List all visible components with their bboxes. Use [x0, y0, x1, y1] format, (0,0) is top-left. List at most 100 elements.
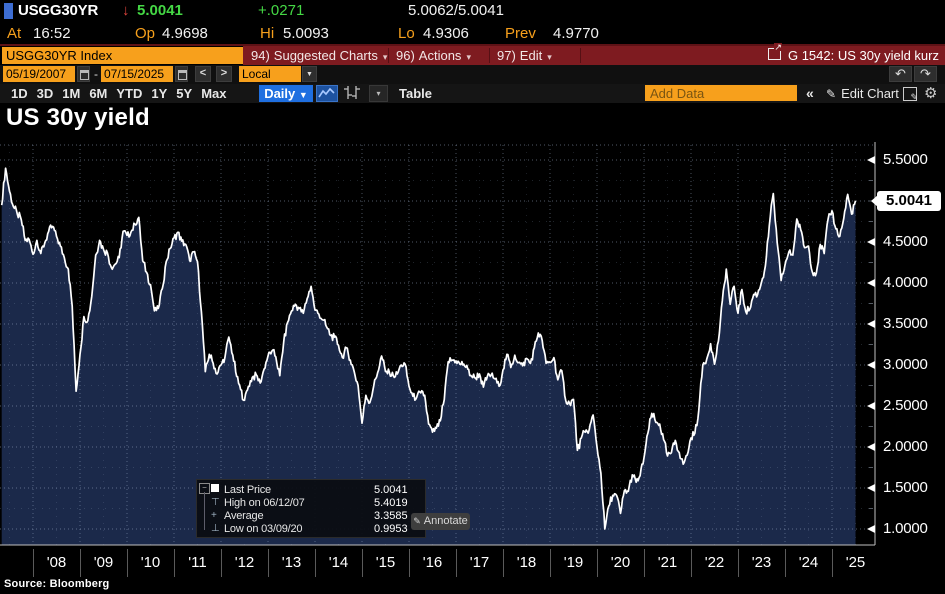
legend-value: 3.3585 — [374, 509, 408, 522]
period-button-max[interactable]: Max — [201, 86, 227, 101]
edit-chart-button[interactable]: ✎ Edit Chart — [826, 84, 899, 103]
redo-button[interactable]: ↷ — [914, 66, 937, 82]
at-time: 16:52 — [33, 25, 71, 42]
line-chart-type-button[interactable] — [316, 85, 338, 102]
x-axis-label: '17 — [469, 554, 490, 571]
down-arrow-icon: ↓ — [122, 2, 130, 19]
legend-square-swatch — [211, 484, 219, 492]
y-tick-arrow — [867, 238, 875, 246]
range-dash: - — [94, 67, 98, 81]
period-button-ytd[interactable]: YTD — [116, 86, 143, 101]
candle-chart-type-button[interactable] — [342, 85, 364, 102]
x-axis-label: '10 — [140, 554, 161, 571]
edit-chart-label: Edit Chart — [841, 86, 899, 101]
annotate-label: Annotate — [423, 515, 468, 527]
chart-settings-icon-button[interactable]: ✎ — [903, 87, 918, 102]
open-label: Op — [135, 25, 156, 42]
y-axis-label: 4.0000 — [883, 274, 928, 291]
period-button-5y[interactable]: 5Y — [176, 86, 193, 101]
legend-row-low: ⊥ Low on 03/09/20 0.9953 — [197, 522, 425, 535]
period-button-1y[interactable]: 1Y — [151, 86, 168, 101]
chevron-left-icon: < — [199, 67, 207, 79]
menu-label: Actions — [418, 48, 462, 63]
range-next-button[interactable]: > — [216, 66, 232, 82]
range-prev-button[interactable]: < — [195, 66, 211, 82]
collapse-panel-button[interactable]: « — [806, 85, 814, 101]
currency-dropdown-button[interactable]: ▼ — [302, 66, 317, 82]
chart-reference[interactable]: ↗ G 1542: US 30y yield kurz — [767, 43, 939, 65]
legend-tree-line — [204, 492, 205, 530]
add-data-input[interactable] — [645, 85, 797, 101]
menu-bar: 94)Suggested Charts ▾ 96)Actions ▾ 97)Edit… — [0, 43, 945, 65]
security-input[interactable] — [2, 47, 248, 64]
x-axis-label: '25 — [845, 554, 866, 571]
menu-edit[interactable]: 97) Edit ▾ — [497, 46, 552, 65]
table-button[interactable]: Table — [399, 86, 432, 101]
date-to-calendar-button[interactable] — [175, 66, 188, 82]
x-axis-label: '11 — [188, 554, 207, 571]
chart-type-dropdown-button[interactable]: ▾ — [369, 85, 388, 102]
x-axis-separator — [550, 549, 551, 577]
undo-button[interactable]: ↶ — [889, 66, 912, 82]
date-from-calendar-button[interactable] — [77, 66, 90, 82]
y-tick-arrow — [867, 402, 875, 410]
chevron-down-icon: ▼ — [298, 90, 308, 100]
x-axis-label: '14 — [328, 554, 349, 571]
line-chart-icon — [318, 87, 335, 98]
x-axis-separator — [362, 549, 363, 577]
x-axis-separator — [315, 549, 316, 577]
chart-legend[interactable]: − Last Price 5.0041 ⊤ High on 06/12/07 5.401… — [196, 479, 426, 538]
y-tick-arrow — [867, 279, 875, 287]
y-tick-arrow — [867, 525, 875, 533]
y-tick-arrow — [867, 361, 875, 369]
annotate-button[interactable]: ✎ Annotate — [411, 513, 470, 530]
export-icon: ↗ — [767, 43, 782, 60]
red-menu-strip: 94) Suggested Charts ▾ 96) Actions ▾ 97) Edit… — [243, 43, 945, 65]
yield-chart-canvas — [0, 142, 876, 546]
x-axis-label: '22 — [704, 554, 725, 571]
x-axis-separator — [268, 549, 269, 577]
period-button-1d[interactable]: 1D — [11, 86, 28, 101]
period-button-1m[interactable]: 1M — [62, 86, 81, 101]
x-axis-label: '09 — [93, 554, 114, 571]
chevron-down-icon: ▾ — [466, 52, 471, 62]
y-axis-label: 1.0000 — [883, 520, 928, 537]
gear-icon: ⚙ — [924, 85, 938, 102]
high-value: 5.0093 — [283, 25, 329, 42]
x-axis-label: '16 — [422, 554, 443, 571]
period-button-6m[interactable]: 6M — [89, 86, 108, 101]
menu-separator — [489, 48, 490, 63]
x-axis-separator — [738, 549, 739, 577]
frequency-label: Daily — [264, 86, 296, 101]
menu-actions[interactable]: 96) Actions ▾ — [396, 46, 471, 65]
chevron-down-icon: ▾ — [376, 89, 381, 98]
bid-ask: 5.0062/5.0041 — [408, 2, 504, 19]
last-price-marker-icon — [211, 484, 224, 495]
period-button-3d[interactable]: 3D — [36, 86, 54, 101]
chart-ref-label: G 1542: US 30y yield kurz — [787, 48, 939, 63]
legend-label: Average — [224, 509, 264, 522]
date-from-input[interactable] — [3, 66, 75, 82]
x-axis-separator — [597, 549, 598, 577]
y-axis-label: 5.5000 — [883, 151, 928, 168]
currency-select[interactable]: Local CCY — [239, 66, 301, 97]
x-axis-separator — [33, 549, 34, 577]
last-price: 5.0041 — [137, 2, 183, 19]
range-bar: - < > Local CCY ▼ ↶ ↷ — [0, 65, 945, 97]
low-label: Lo — [398, 25, 415, 42]
prev-value: 4.9770 — [553, 25, 599, 42]
gear-icon-button[interactable]: ⚙ — [924, 84, 937, 103]
high-marker-icon: ⊤ — [211, 496, 220, 508]
chart-plot-area[interactable] — [0, 137, 945, 549]
x-axis-band: '08 '09 '10 '11 '12 '13 '14 '15 '16 '17 '18 '19 '20 '… — [0, 549, 945, 578]
x-axis-separator — [127, 549, 128, 577]
security-symbol: USGG30YR — [18, 2, 99, 19]
low-value: 4.9306 — [423, 25, 469, 42]
frequency-dropdown[interactable]: Daily ▼ — [259, 85, 313, 102]
x-axis-separator — [80, 549, 81, 577]
menu-suggested-charts[interactable]: 94) Suggested Charts ▾ — [251, 46, 387, 65]
date-to-input[interactable] — [101, 66, 173, 82]
x-axis-label: '23 — [751, 554, 772, 571]
x-axis-label: '20 — [610, 554, 631, 571]
